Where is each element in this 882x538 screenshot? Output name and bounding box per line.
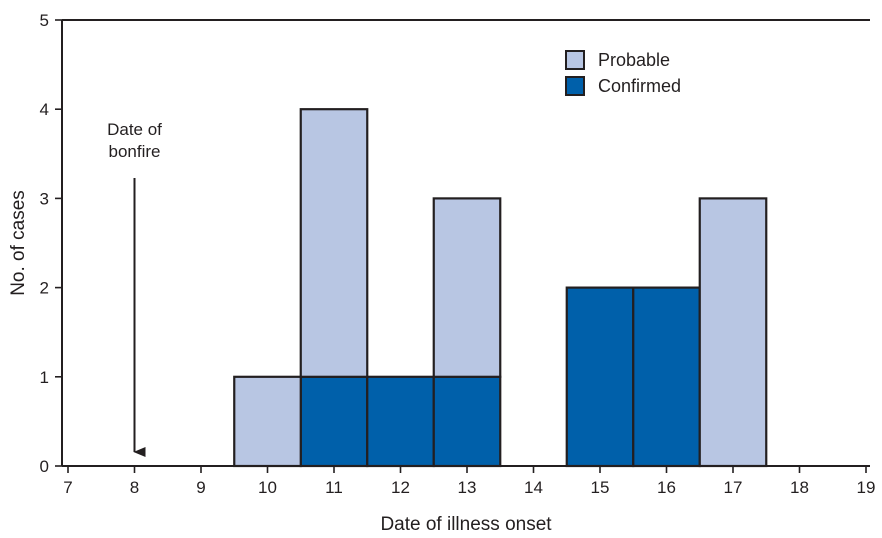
bar-confirmed-12 bbox=[366, 375, 435, 468]
x-tick-label-7: 7 bbox=[63, 478, 72, 497]
x-tick-label-11: 11 bbox=[325, 478, 343, 497]
x-axis-label: Date of illness onset bbox=[380, 514, 552, 535]
legend-label-probable: Probable bbox=[598, 50, 670, 70]
y-tick-label-5: 5 bbox=[40, 11, 49, 30]
legend-label-confirmed: Confirmed bbox=[598, 76, 681, 96]
axes-layer bbox=[61, 19, 870, 467]
bar-probable-13 bbox=[432, 197, 502, 378]
annotation-line-1: Date of bbox=[107, 120, 162, 139]
x-tick-label-9: 9 bbox=[196, 478, 205, 497]
x-tick-label-16: 16 bbox=[657, 478, 676, 497]
y-tick-label-4: 4 bbox=[40, 100, 49, 119]
x-tick-label-8: 8 bbox=[130, 478, 139, 497]
x-tick-label-15: 15 bbox=[591, 478, 610, 497]
y-tick-label-3: 3 bbox=[40, 189, 49, 208]
legend: Probable Confirmed bbox=[565, 50, 681, 96]
bar-confirmed-16 bbox=[632, 286, 701, 468]
x-tick-label-18: 18 bbox=[790, 478, 809, 497]
x-tick-label-10: 10 bbox=[258, 478, 277, 497]
legend-swatch-probable bbox=[565, 50, 585, 70]
bar-probable-17 bbox=[698, 197, 768, 468]
y-axis-label: No. of cases bbox=[8, 190, 29, 296]
y-tick-label-1: 1 bbox=[40, 368, 49, 387]
bar-confirmed-15 bbox=[565, 286, 635, 468]
bars-layer bbox=[233, 108, 768, 468]
bonfire-annotation: Date of bonfire bbox=[107, 120, 162, 457]
x-tick-label-14: 14 bbox=[524, 478, 543, 497]
x-tick-label-19: 19 bbox=[857, 478, 876, 497]
x-tick-label-13: 13 bbox=[458, 478, 477, 497]
annotation-line-2: bonfire bbox=[109, 142, 161, 161]
y-tick-label-2: 2 bbox=[40, 279, 49, 298]
bar-confirmed-13 bbox=[432, 375, 502, 468]
bar-probable-10 bbox=[233, 375, 302, 468]
bar-confirmed-11 bbox=[299, 375, 369, 468]
x-tick-label-17: 17 bbox=[724, 478, 743, 497]
x-tick-label-12: 12 bbox=[391, 478, 410, 497]
legend-swatch-confirmed bbox=[565, 76, 585, 96]
y-tick-label-0: 0 bbox=[40, 457, 49, 476]
bar-probable-11 bbox=[299, 108, 369, 378]
